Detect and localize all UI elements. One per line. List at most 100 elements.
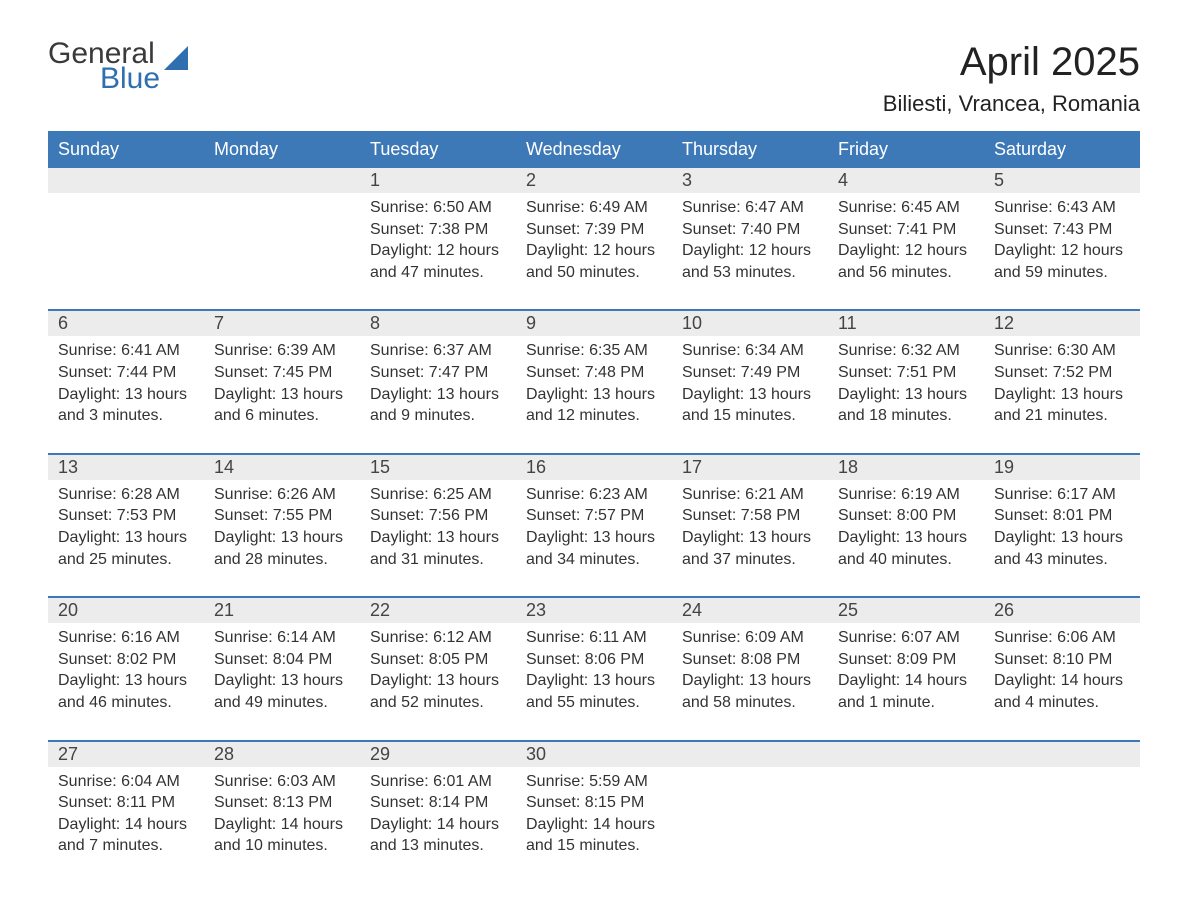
day-cell: Sunrise: 6:50 AMSunset: 7:38 PMDaylight:… bbox=[360, 193, 516, 310]
daylight-line: Daylight: 13 hours and 52 minutes. bbox=[370, 670, 506, 713]
sunset-line: Sunset: 8:08 PM bbox=[682, 649, 818, 671]
sunset-line: Sunset: 8:13 PM bbox=[214, 792, 350, 814]
day-number: 7 bbox=[204, 311, 360, 336]
day-number: 4 bbox=[828, 168, 984, 193]
sail-icon bbox=[164, 46, 198, 77]
daylight-line: Daylight: 14 hours and 13 minutes. bbox=[370, 814, 506, 857]
day-number bbox=[672, 742, 828, 767]
sunrise-line: Sunrise: 6:41 AM bbox=[58, 340, 194, 362]
sunset-line: Sunset: 7:51 PM bbox=[838, 362, 974, 384]
day-cell: Sunrise: 6:06 AMSunset: 8:10 PMDaylight:… bbox=[984, 623, 1140, 740]
day-cell: Sunrise: 6:17 AMSunset: 8:01 PMDaylight:… bbox=[984, 480, 1140, 597]
daylight-line: Daylight: 13 hours and 46 minutes. bbox=[58, 670, 194, 713]
day-number: 26 bbox=[984, 598, 1140, 623]
day-number: 3 bbox=[672, 168, 828, 193]
sunrise-line: Sunrise: 6:01 AM bbox=[370, 771, 506, 793]
sunrise-line: Sunrise: 6:21 AM bbox=[682, 484, 818, 506]
sunset-line: Sunset: 8:04 PM bbox=[214, 649, 350, 671]
day-cell: Sunrise: 6:11 AMSunset: 8:06 PMDaylight:… bbox=[516, 623, 672, 740]
day-number: 12 bbox=[984, 311, 1140, 336]
daylight-line: Daylight: 13 hours and 6 minutes. bbox=[214, 384, 350, 427]
header: General Blue April 2025 Biliesti, Vrance… bbox=[48, 40, 1140, 117]
day-cell: Sunrise: 6:09 AMSunset: 8:08 PMDaylight:… bbox=[672, 623, 828, 740]
sunrise-line: Sunrise: 6:32 AM bbox=[838, 340, 974, 362]
sunset-line: Sunset: 7:39 PM bbox=[526, 219, 662, 241]
day-header: Monday bbox=[204, 131, 360, 168]
day-cell: Sunrise: 6:04 AMSunset: 8:11 PMDaylight:… bbox=[48, 767, 204, 883]
day-number: 28 bbox=[204, 742, 360, 767]
day-number: 9 bbox=[516, 311, 672, 336]
day-cell: Sunrise: 6:32 AMSunset: 7:51 PMDaylight:… bbox=[828, 336, 984, 453]
day-cell: Sunrise: 6:16 AMSunset: 8:02 PMDaylight:… bbox=[48, 623, 204, 740]
day-cell: Sunrise: 6:23 AMSunset: 7:57 PMDaylight:… bbox=[516, 480, 672, 597]
day-header: Saturday bbox=[984, 131, 1140, 168]
sunrise-line: Sunrise: 6:49 AM bbox=[526, 197, 662, 219]
sunrise-line: Sunrise: 6:45 AM bbox=[838, 197, 974, 219]
day-cell: Sunrise: 6:49 AMSunset: 7:39 PMDaylight:… bbox=[516, 193, 672, 310]
day-cell: Sunrise: 6:43 AMSunset: 7:43 PMDaylight:… bbox=[984, 193, 1140, 310]
day-cell: Sunrise: 6:12 AMSunset: 8:05 PMDaylight:… bbox=[360, 623, 516, 740]
title-block: April 2025 Biliesti, Vrancea, Romania bbox=[883, 40, 1140, 117]
daylight-line: Daylight: 12 hours and 50 minutes. bbox=[526, 240, 662, 283]
day-cell: Sunrise: 6:39 AMSunset: 7:45 PMDaylight:… bbox=[204, 336, 360, 453]
day-cell: Sunrise: 6:26 AMSunset: 7:55 PMDaylight:… bbox=[204, 480, 360, 597]
day-cell bbox=[672, 767, 828, 883]
day-number-row: 27282930 bbox=[48, 742, 1140, 767]
day-number: 2 bbox=[516, 168, 672, 193]
sunrise-line: Sunrise: 6:17 AM bbox=[994, 484, 1130, 506]
sunrise-line: Sunrise: 6:26 AM bbox=[214, 484, 350, 506]
sunset-line: Sunset: 8:06 PM bbox=[526, 649, 662, 671]
daylight-line: Daylight: 13 hours and 40 minutes. bbox=[838, 527, 974, 570]
day-number bbox=[48, 168, 204, 193]
sunset-line: Sunset: 7:44 PM bbox=[58, 362, 194, 384]
sunset-line: Sunset: 7:38 PM bbox=[370, 219, 506, 241]
daylight-line: Daylight: 13 hours and 9 minutes. bbox=[370, 384, 506, 427]
day-number: 30 bbox=[516, 742, 672, 767]
day-number: 10 bbox=[672, 311, 828, 336]
day-number: 1 bbox=[360, 168, 516, 193]
sunset-line: Sunset: 7:53 PM bbox=[58, 505, 194, 527]
sunrise-line: Sunrise: 6:11 AM bbox=[526, 627, 662, 649]
day-cell: Sunrise: 6:01 AMSunset: 8:14 PMDaylight:… bbox=[360, 767, 516, 883]
day-number: 15 bbox=[360, 455, 516, 480]
sunrise-line: Sunrise: 6:12 AM bbox=[370, 627, 506, 649]
sunrise-line: Sunrise: 6:34 AM bbox=[682, 340, 818, 362]
day-body-row: Sunrise: 6:04 AMSunset: 8:11 PMDaylight:… bbox=[48, 767, 1140, 883]
sunrise-line: Sunrise: 6:07 AM bbox=[838, 627, 974, 649]
sunset-line: Sunset: 7:45 PM bbox=[214, 362, 350, 384]
day-number-row: 13141516171819 bbox=[48, 455, 1140, 480]
day-number: 17 bbox=[672, 455, 828, 480]
sunrise-line: Sunrise: 6:35 AM bbox=[526, 340, 662, 362]
daylight-line: Daylight: 14 hours and 4 minutes. bbox=[994, 670, 1130, 713]
day-cell: Sunrise: 6:14 AMSunset: 8:04 PMDaylight:… bbox=[204, 623, 360, 740]
logo-text: General Blue bbox=[48, 40, 160, 93]
sunset-line: Sunset: 8:00 PM bbox=[838, 505, 974, 527]
day-number bbox=[984, 742, 1140, 767]
day-cell bbox=[48, 193, 204, 310]
day-number: 27 bbox=[48, 742, 204, 767]
sunrise-line: Sunrise: 6:23 AM bbox=[526, 484, 662, 506]
day-number: 13 bbox=[48, 455, 204, 480]
sunset-line: Sunset: 7:55 PM bbox=[214, 505, 350, 527]
day-header: Tuesday bbox=[360, 131, 516, 168]
day-number bbox=[828, 742, 984, 767]
day-number: 29 bbox=[360, 742, 516, 767]
day-cell: Sunrise: 6:30 AMSunset: 7:52 PMDaylight:… bbox=[984, 336, 1140, 453]
daylight-line: Daylight: 14 hours and 10 minutes. bbox=[214, 814, 350, 857]
sunset-line: Sunset: 8:02 PM bbox=[58, 649, 194, 671]
daylight-line: Daylight: 13 hours and 55 minutes. bbox=[526, 670, 662, 713]
sunset-line: Sunset: 8:11 PM bbox=[58, 792, 194, 814]
sunset-line: Sunset: 7:57 PM bbox=[526, 505, 662, 527]
logo-word-blue: Blue bbox=[100, 65, 160, 94]
day-cell bbox=[984, 767, 1140, 883]
sunrise-line: Sunrise: 6:43 AM bbox=[994, 197, 1130, 219]
day-number: 21 bbox=[204, 598, 360, 623]
day-cell: Sunrise: 6:07 AMSunset: 8:09 PMDaylight:… bbox=[828, 623, 984, 740]
sunrise-line: Sunrise: 6:30 AM bbox=[994, 340, 1130, 362]
sunset-line: Sunset: 7:49 PM bbox=[682, 362, 818, 384]
daylight-line: Daylight: 14 hours and 15 minutes. bbox=[526, 814, 662, 857]
daylight-line: Daylight: 12 hours and 59 minutes. bbox=[994, 240, 1130, 283]
day-number: 25 bbox=[828, 598, 984, 623]
daylight-line: Daylight: 13 hours and 12 minutes. bbox=[526, 384, 662, 427]
sunset-line: Sunset: 8:15 PM bbox=[526, 792, 662, 814]
